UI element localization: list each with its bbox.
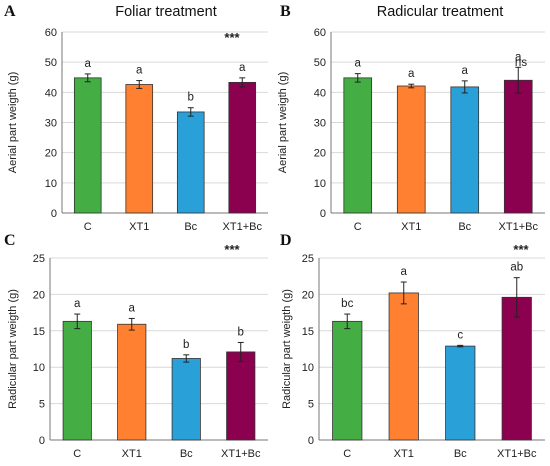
significance-letter: a: [74, 298, 81, 310]
bar-2: [396, 85, 426, 214]
y-axis-label: Radicular part weigth (g): [7, 289, 19, 409]
y-tick-label: 0: [39, 435, 45, 447]
y-tick-label: 15: [33, 326, 45, 338]
bar-3: [450, 86, 480, 214]
y-axis-label: Aerial part weigth (g): [7, 72, 19, 174]
panel-a: 0 10 20 30 40 50 60 A Foliar treatment Aerial par…: [4, 3, 268, 233]
bar-3: [445, 345, 476, 441]
y-tick-label: 40: [45, 87, 57, 99]
y-tick-label: 0: [320, 208, 326, 220]
bar-3: [176, 111, 205, 214]
x-tick-label: Bc: [458, 221, 471, 233]
significance-letter: a: [462, 65, 469, 77]
significance-letter: a: [355, 58, 362, 70]
panel-b: 0 10 20 30 40 50 60 B Radicular treatment Aerial …: [277, 3, 545, 233]
y-tick-label: 10: [45, 178, 57, 190]
x-tick-label: XT1+Bc: [499, 221, 539, 233]
bar-3: [171, 358, 201, 441]
panel-letter: C: [4, 232, 16, 249]
panel-title: Foliar treatment: [115, 4, 217, 20]
y-tick-label: 40: [314, 87, 326, 99]
y-tick-label: 50: [45, 57, 57, 69]
y-tick-label: 5: [39, 399, 45, 411]
bar-4: [228, 81, 257, 214]
x-tick-label: XT1+Bc: [223, 221, 263, 233]
x-tick-label: C: [73, 448, 81, 460]
panel-d: 0 5 10 15 20 25 D Radicular part weigth (g) *** b…: [280, 232, 545, 460]
x-tick-label: Bc: [454, 448, 467, 460]
x-tick-label: C: [84, 221, 92, 233]
x-tick-label: C: [343, 448, 351, 460]
y-tick-label: 15: [302, 326, 314, 338]
y-tick-label: 30: [314, 118, 326, 130]
significance-letter: ab: [510, 262, 523, 274]
y-tick-label: 20: [33, 289, 45, 301]
x-tick-label: C: [354, 221, 362, 233]
y-tick-label: 30: [45, 118, 57, 130]
significance-marker: ns: [515, 57, 527, 69]
y-tick-label: 10: [33, 362, 45, 374]
panel-letter: A: [4, 3, 16, 20]
y-tick-label: 5: [308, 399, 314, 411]
y-tick-label: 20: [45, 148, 57, 160]
y-tick-label: 20: [314, 148, 326, 160]
panel-title: Radicular treatment: [377, 4, 504, 20]
y-tick-label: 60: [45, 27, 57, 39]
y-tick-label: 60: [314, 27, 326, 39]
significance-letter: a: [136, 65, 143, 77]
significance-marker: ***: [224, 30, 240, 45]
y-axis-label: Aerial part weigth (g): [277, 72, 289, 174]
significance-letter: b: [188, 92, 194, 104]
y-tick-label: 50: [314, 57, 326, 69]
y-tick-label: 10: [302, 362, 314, 374]
significance-letter: a: [129, 302, 136, 314]
bar-4: [226, 351, 256, 441]
significance-marker: ***: [224, 242, 240, 257]
x-tick-label: XT1+Bc: [497, 448, 537, 460]
bar-1: [73, 77, 102, 214]
significance-letter: bc: [341, 298, 353, 310]
significance-letter: c: [457, 329, 463, 341]
y-axis-label: Radicular part weigth (g): [281, 289, 293, 409]
x-tick-label: XT1: [122, 448, 142, 460]
y-tick-label: 0: [308, 435, 314, 447]
bar-4: [501, 296, 532, 441]
y-tick-label: 25: [302, 253, 314, 265]
y-tick-label: 10: [314, 178, 326, 190]
bar-2: [117, 323, 147, 441]
x-tick-label: XT1: [394, 448, 414, 460]
x-tick-label: XT1: [129, 221, 149, 233]
bar-1: [62, 320, 92, 441]
y-tick-label: 20: [302, 289, 314, 301]
panel-letter: D: [280, 232, 292, 249]
panel-letter: B: [280, 3, 291, 20]
y-tick-label: 0: [51, 208, 57, 220]
bar-1: [343, 77, 373, 214]
significance-letter: a: [239, 62, 246, 74]
significance-letter: a: [401, 266, 408, 278]
bar-2: [388, 292, 419, 441]
x-tick-label: XT1+Bc: [221, 448, 261, 460]
y-tick-label: 25: [33, 253, 45, 265]
significance-marker: ***: [513, 242, 529, 257]
significance-letter: a: [408, 68, 415, 80]
panel-c: 0 5 10 15 20 25 C Radicular part weigth (g) *** a…: [4, 232, 268, 460]
bar-2: [125, 84, 154, 214]
significance-letter: a: [85, 58, 92, 70]
significance-letter: b: [238, 326, 244, 338]
x-tick-label: Bc: [184, 221, 197, 233]
bar-1: [332, 320, 363, 441]
bar-4: [503, 79, 533, 214]
significance-letter: b: [183, 339, 189, 351]
significance-letter: a: [515, 51, 522, 63]
x-tick-label: Bc: [180, 448, 193, 460]
x-tick-label: XT1: [401, 221, 421, 233]
